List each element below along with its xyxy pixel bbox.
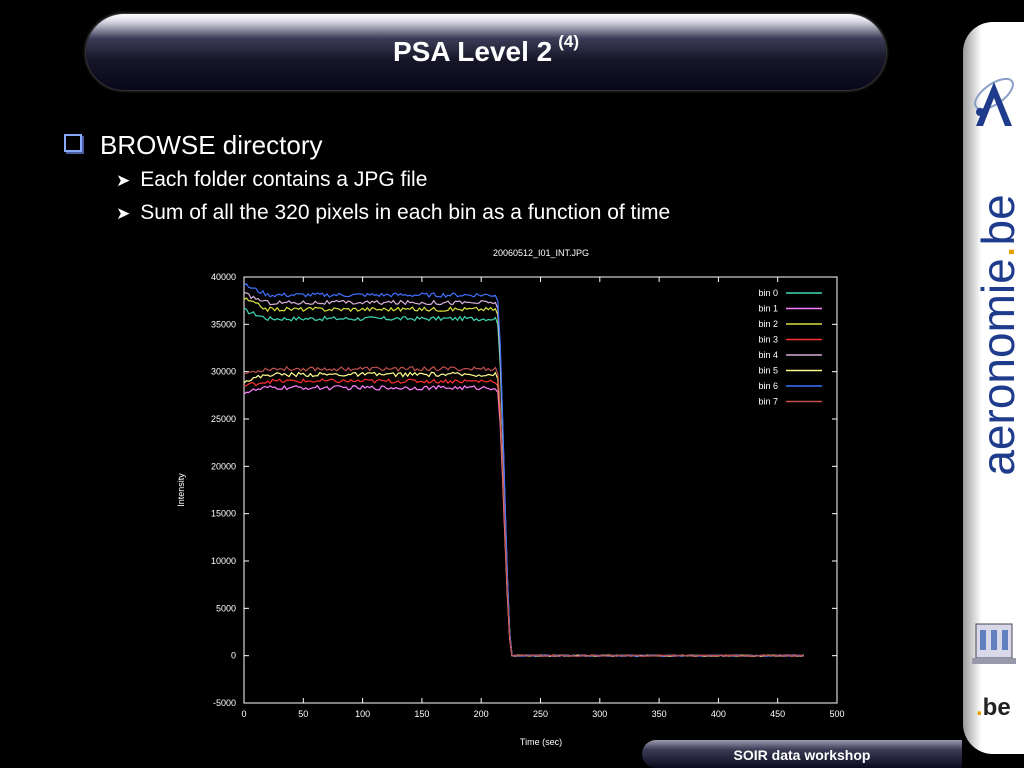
be-logo-text: be	[982, 694, 1011, 721]
arrow-bullet-icon: ➤	[116, 204, 131, 223]
slide-title-superscript: (4)	[558, 32, 580, 51]
x-tick-label: 400	[711, 709, 726, 719]
y-tick-label: 5000	[216, 603, 236, 613]
x-tick-label: 0	[241, 709, 246, 719]
legend-label: bin 5	[758, 366, 778, 376]
x-tick-label: 50	[298, 709, 308, 719]
x-tick-label: 350	[652, 709, 667, 719]
be-logo-dot: .	[976, 694, 983, 721]
plot-frame	[243, 276, 838, 704]
x-tick-label: 500	[829, 709, 844, 719]
y-tick-label: 15000	[211, 509, 236, 519]
x-tick-label: 300	[592, 709, 607, 719]
slide-title: PSA Level 2 (4)	[86, 32, 886, 68]
y-axis: -5000 0 5000 10000 15000 20000 25000 30000 35000…	[211, 272, 837, 708]
legend: bin 0 bin 1 bin 2 bin 3 bin 4 bin 5 bin 6 bin 7	[758, 288, 822, 407]
series-line-bin-1	[243, 384, 804, 657]
footer-text: SOIR data workshop	[733, 747, 871, 763]
bullet-sub-2-text: Sum of all the 320 pixels in each bin as…	[140, 201, 671, 224]
brand-dot: .	[972, 245, 1024, 259]
series-line-bin-6	[243, 282, 804, 657]
x-tick-label: 250	[533, 709, 548, 719]
series-line-bin-5	[243, 371, 804, 657]
y-tick-label: 20000	[211, 461, 236, 471]
x-tick-label: 100	[355, 709, 370, 719]
x-axis: 0 50 100 150 200 250 300 350 400 450 500	[241, 277, 845, 719]
legend-label: bin 0	[758, 288, 778, 298]
y-tick-label: 40000	[211, 272, 236, 282]
series-line-bin-3	[243, 378, 804, 657]
brand-prefix: aeronomie	[972, 258, 1024, 476]
bullet-sub-1: ➤ Each folder contains a JPG file	[116, 168, 427, 192]
x-axis-label: Time (sec)	[520, 737, 562, 747]
checkbox-bullet-icon	[64, 134, 82, 152]
series-line-bin-7	[243, 365, 804, 657]
title-bar: PSA Level 2 (4)	[86, 14, 886, 90]
legend-label: bin 4	[758, 350, 778, 360]
institute-building-icon	[972, 623, 1016, 664]
intensity-chart: 20060512_I01_INT.JPG 0 50 100 150 200 250 300 3…	[176, 248, 845, 747]
series-line-bin-4	[243, 292, 804, 657]
series-line-bin-2	[243, 297, 804, 657]
y-tick-label: 35000	[211, 319, 236, 329]
legend-label: bin 7	[758, 397, 778, 407]
y-tick-label: 10000	[211, 556, 236, 566]
y-tick-label: -5000	[213, 698, 236, 708]
series-lines	[243, 282, 804, 657]
bullet-sub-1-text: Each folder contains a JPG file	[140, 168, 428, 191]
legend-label: bin 3	[758, 335, 778, 345]
y-axis-label: Intensity	[176, 473, 186, 507]
series-line-bin-0	[243, 307, 804, 657]
y-tick-label: 25000	[211, 414, 236, 424]
legend-label: bin 2	[758, 319, 778, 329]
chart-title: 20060512_I01_INT.JPG	[493, 248, 589, 258]
footer-bar: SOIR data workshop	[642, 740, 962, 768]
y-tick-label: 30000	[211, 367, 236, 377]
brand-suffix: be	[972, 194, 1024, 246]
bullet-sub-2: ➤ Sum of all the 320 pixels in each bin a…	[116, 201, 670, 225]
brand-wordmark: aeronomie.be	[971, 194, 1024, 475]
legend-label: bin 6	[758, 381, 778, 391]
bullet-main: BROWSE directory	[64, 130, 323, 161]
x-tick-label: 450	[770, 709, 785, 719]
slide-title-text: PSA Level 2	[392, 36, 553, 67]
aeronomie-a-logo-icon	[974, 77, 1014, 126]
be-logo: .be	[976, 694, 1011, 722]
legend-label: bin 1	[758, 304, 778, 314]
x-tick-label: 150	[414, 709, 429, 719]
x-tick-label: 200	[474, 709, 489, 719]
bullet-main-text: BROWSE directory	[100, 130, 323, 160]
arrow-bullet-icon: ➤	[116, 171, 131, 190]
y-tick-label: 0	[231, 651, 236, 661]
